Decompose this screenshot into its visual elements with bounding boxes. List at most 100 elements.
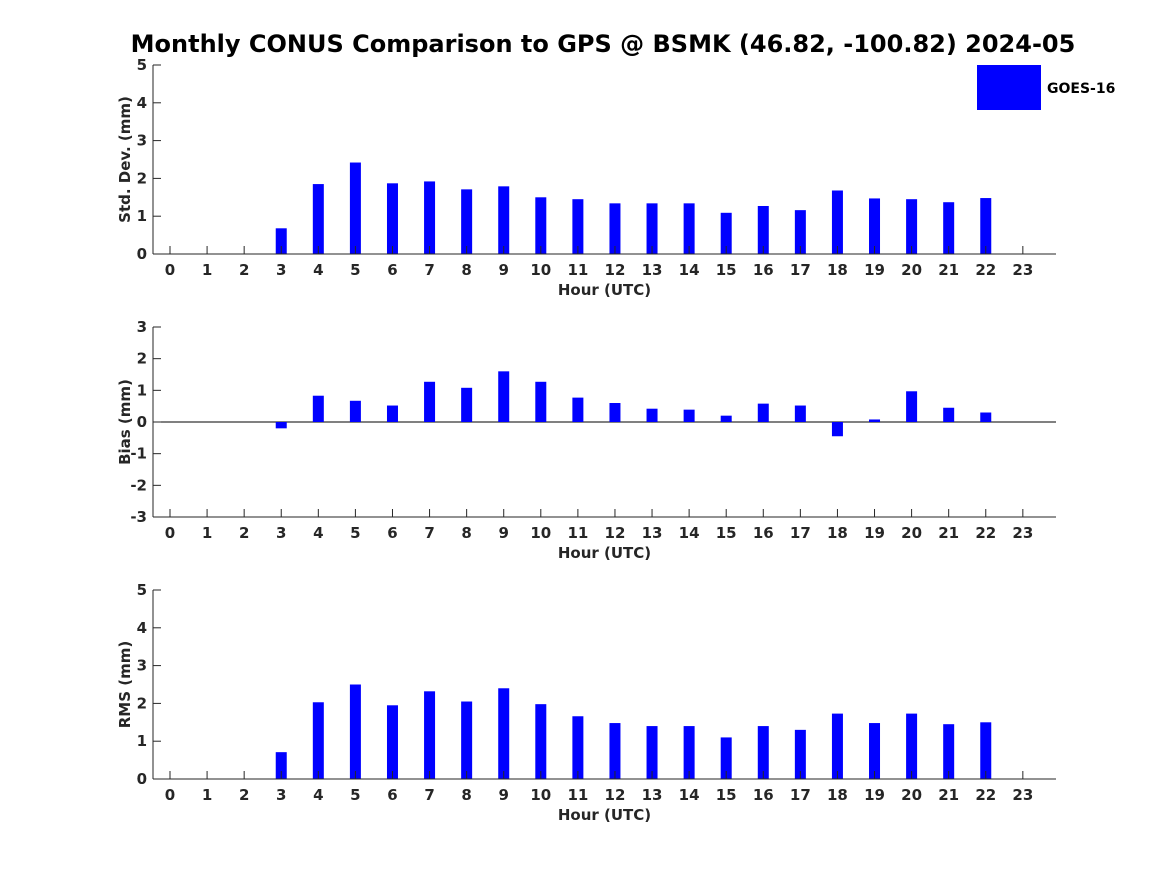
- x-axis-label: Hour (UTC): [558, 544, 651, 562]
- y-tick-label: 1: [137, 732, 147, 750]
- x-tick-label: 15: [716, 786, 737, 804]
- x-tick-label: 5: [350, 524, 360, 542]
- bar-bias-21: [943, 407, 955, 422]
- x-tick-label: 19: [864, 786, 885, 804]
- bar-bias-6: [386, 405, 398, 422]
- y-tick-label: 1: [137, 381, 147, 399]
- y-tick-label: 3: [137, 318, 147, 336]
- y-tick-label: 0: [137, 413, 147, 431]
- bar-rms-10: [535, 704, 547, 779]
- x-tick-label: 23: [1012, 524, 1033, 542]
- bar-bias-3: [275, 422, 287, 429]
- x-tick-label: 0: [165, 261, 175, 279]
- x-tick-label: 10: [530, 261, 551, 279]
- x-tick-label: 16: [753, 261, 774, 279]
- x-tick-label: 21: [938, 261, 959, 279]
- bar-std-3: [275, 228, 287, 254]
- bar-bias-22: [980, 412, 992, 422]
- bar-bias-9: [498, 371, 510, 422]
- x-tick-label: 19: [864, 261, 885, 279]
- x-tick-label: 16: [753, 524, 774, 542]
- x-tick-label: 12: [605, 524, 626, 542]
- bar-std-13: [646, 203, 658, 254]
- bar-bias-17: [794, 405, 806, 422]
- x-tick-label: 0: [165, 786, 175, 804]
- bar-std-18: [831, 190, 843, 254]
- bar-std-7: [424, 181, 436, 254]
- bar-bias-13: [646, 408, 658, 422]
- x-tick-label: 17: [790, 786, 811, 804]
- y-tick-label: 0: [137, 245, 147, 263]
- bar-bias-16: [757, 403, 769, 422]
- x-tick-label: 23: [1012, 261, 1033, 279]
- x-tick-label: 5: [350, 261, 360, 279]
- x-tick-label: 15: [716, 524, 737, 542]
- x-tick-label: 11: [567, 261, 588, 279]
- y-tick-label: 3: [137, 657, 147, 675]
- x-tick-label: 20: [901, 261, 922, 279]
- x-tick-label: 10: [530, 786, 551, 804]
- x-tick-label: 13: [642, 261, 663, 279]
- y-tick-label: 4: [137, 619, 147, 637]
- x-tick-label: 6: [387, 786, 397, 804]
- x-tick-label: 10: [530, 524, 551, 542]
- x-tick-label: 8: [461, 261, 471, 279]
- bar-bias-14: [683, 409, 695, 422]
- bar-std-8: [461, 189, 473, 254]
- y-tick-label: 3: [137, 132, 147, 150]
- bar-rms-6: [386, 705, 398, 779]
- x-tick-label: 12: [605, 261, 626, 279]
- x-tick-label: 4: [313, 524, 323, 542]
- x-tick-label: 12: [605, 786, 626, 804]
- x-tick-label: 21: [938, 524, 959, 542]
- x-tick-label: 20: [901, 786, 922, 804]
- x-tick-label: 7: [424, 524, 434, 542]
- bar-bias-15: [720, 415, 732, 422]
- bar-rms-3: [275, 752, 287, 779]
- legend: GOES-16: [977, 65, 1115, 110]
- bar-bias-20: [906, 391, 918, 422]
- x-tick-label: 21: [938, 786, 959, 804]
- x-tick-label: 1: [202, 786, 212, 804]
- y-tick-label: 1: [137, 207, 147, 225]
- bar-bias-7: [424, 381, 436, 422]
- bar-std-20: [906, 199, 918, 254]
- bar-rms-14: [683, 726, 695, 779]
- x-tick-label: 14: [679, 786, 700, 804]
- x-tick-label: 4: [313, 786, 323, 804]
- bar-bias-11: [572, 397, 584, 422]
- bar-rms-5: [349, 684, 361, 779]
- x-tick-label: 4: [313, 261, 323, 279]
- x-tick-label: 0: [165, 524, 175, 542]
- x-tick-label: 22: [975, 786, 996, 804]
- bar-std-22: [980, 198, 992, 254]
- x-tick-label: 11: [567, 786, 588, 804]
- x-tick-label: 3: [276, 524, 286, 542]
- x-tick-label: 13: [642, 524, 663, 542]
- bar-rms-21: [943, 724, 955, 779]
- bar-bias-8: [461, 387, 473, 422]
- chart-title: Monthly CONUS Comparison to GPS @ BSMK (…: [131, 30, 1076, 58]
- bar-std-5: [349, 162, 361, 254]
- bar-rms-22: [980, 722, 992, 779]
- bar-std-12: [609, 203, 621, 254]
- bar-std-16: [757, 205, 769, 254]
- bar-std-6: [386, 183, 398, 254]
- y-tick-label: 2: [137, 169, 147, 187]
- y-tick-label: 4: [137, 94, 147, 112]
- bar-rms-18: [831, 713, 843, 779]
- bar-bias-18: [831, 422, 843, 437]
- x-tick-label: 9: [499, 261, 509, 279]
- x-tick-label: 2: [239, 786, 249, 804]
- x-tick-label: 15: [716, 261, 737, 279]
- legend-label: GOES-16: [1047, 81, 1115, 97]
- x-tick-label: 14: [679, 261, 700, 279]
- x-tick-label: 8: [461, 524, 471, 542]
- y-tick-label: 2: [137, 694, 147, 712]
- x-tick-label: 9: [499, 786, 509, 804]
- x-tick-label: 17: [790, 524, 811, 542]
- bar-rms-12: [609, 723, 621, 779]
